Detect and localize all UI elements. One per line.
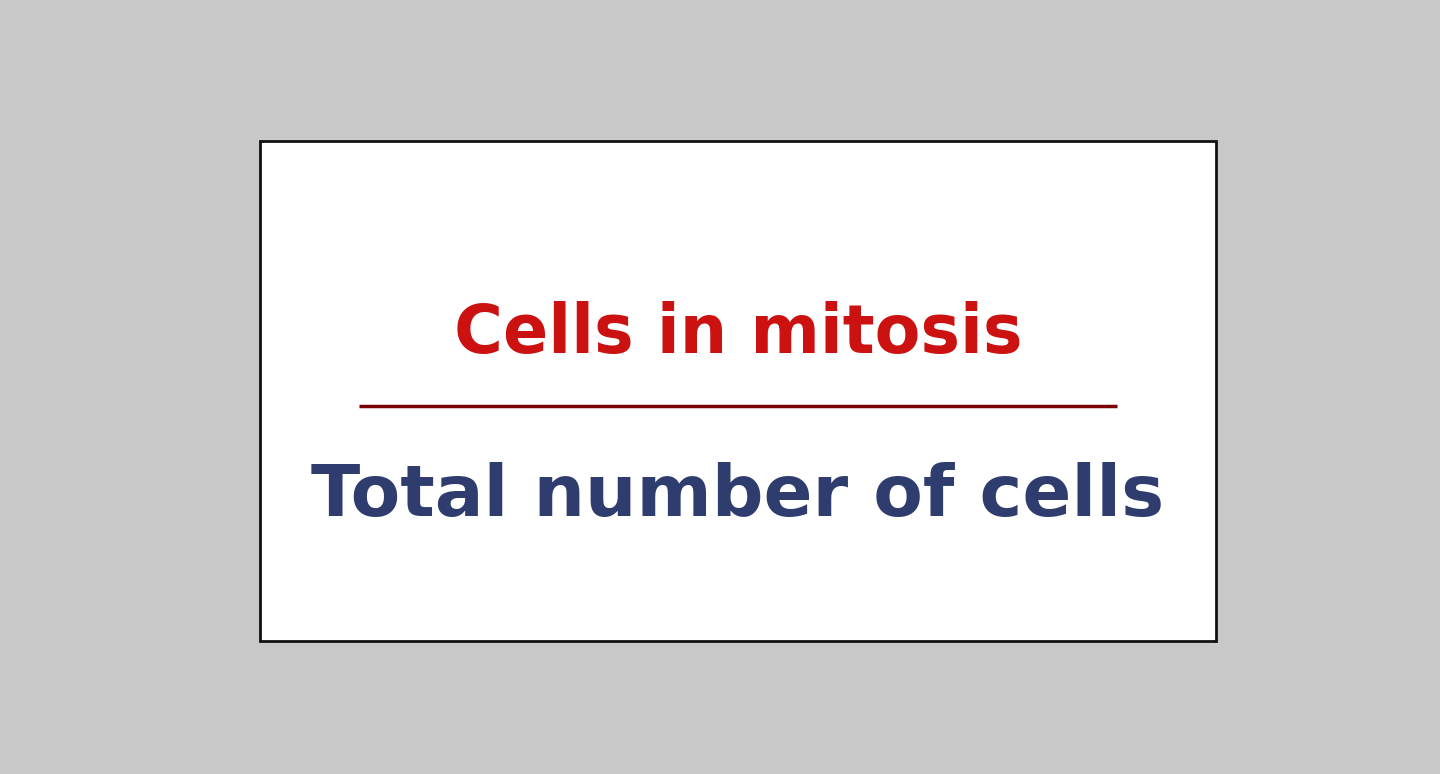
Text: Cells in mitosis: Cells in mitosis xyxy=(454,301,1022,367)
Bar xyxy=(261,141,1215,641)
Text: Total number of cells: Total number of cells xyxy=(311,462,1165,532)
